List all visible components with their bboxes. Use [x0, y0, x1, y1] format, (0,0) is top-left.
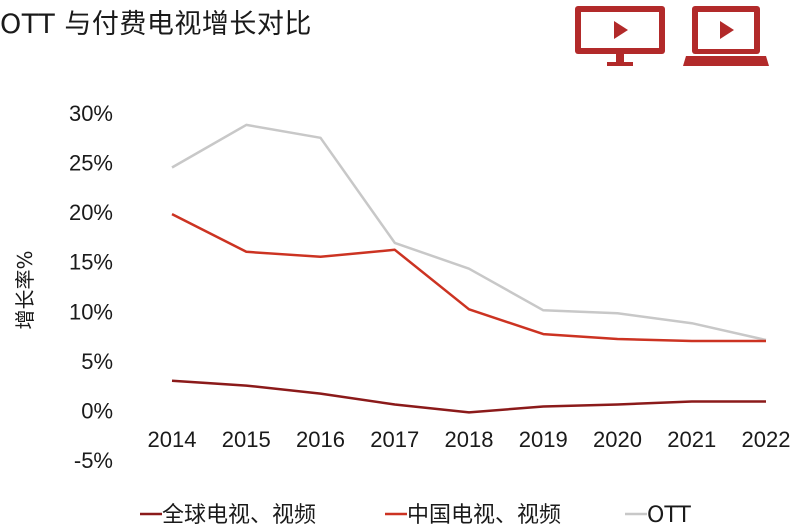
y-axis-label: 增长率%: [13, 250, 37, 329]
legend-label: OTT: [647, 503, 691, 528]
series-line: [171, 212, 766, 343]
y-axis-ticks: -5% 0% 5% 10% 15% 20% 25% 30%: [69, 101, 113, 473]
y-tick-label: 30%: [69, 101, 113, 126]
x-tick-label: 2019: [519, 427, 568, 452]
x-tick-label: 2016: [296, 427, 345, 452]
y-tick-label: 5%: [81, 349, 113, 374]
y-tick-label: 0%: [81, 398, 113, 423]
x-tick-label: 2015: [222, 427, 271, 452]
y-tick-label: 15%: [69, 250, 113, 275]
x-tick-label: 2017: [370, 427, 419, 452]
series-lines: [171, 123, 767, 414]
x-tick-label: 2018: [445, 427, 494, 452]
x-tick-label: 2022: [742, 427, 791, 452]
legend: 全球电视、视频 中国电视、视频 OTT: [140, 503, 691, 528]
x-axis-ticks: 2014 2015 2016 2017 2018 2019 2020 2021 2022: [148, 427, 791, 452]
laptop-play-icon: [683, 6, 769, 66]
x-tick-label: 2014: [148, 427, 197, 452]
y-tick-label: 10%: [69, 299, 113, 324]
chart-title: OTT 与付费电视增长对比: [0, 9, 312, 40]
series-line: [171, 123, 767, 342]
y-tick-label: -5%: [74, 448, 113, 473]
tv-play-icon: [575, 6, 665, 66]
y-tick-label: 25%: [69, 151, 113, 176]
y-tick-label: 20%: [69, 200, 113, 225]
x-tick-label: 2020: [593, 427, 642, 452]
legend-label: 全球电视、视频: [162, 503, 316, 528]
series-line: [171, 379, 766, 414]
x-tick-label: 2021: [667, 427, 716, 452]
legend-label: 中国电视、视频: [407, 503, 561, 528]
